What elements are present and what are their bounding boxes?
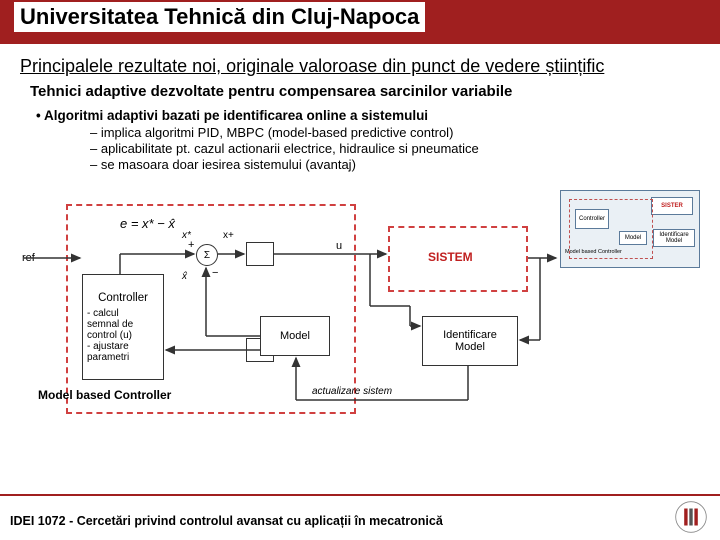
ident-l2: Model [455, 341, 485, 353]
thumbnail-diagram: SISTER Controller Model Identificare Mod… [560, 190, 700, 268]
model-box: Model [260, 316, 330, 356]
sistem-label: SISTEM [428, 250, 473, 264]
x-star-label: x* [182, 230, 191, 241]
model-label: Model [280, 330, 310, 342]
section-title: Tehnici adaptive dezvoltate pentru compe… [30, 83, 690, 100]
ref-label: ref [22, 252, 35, 264]
thumb-ident: Identificare Model [653, 229, 695, 247]
ident-model-box: Identificare Model [422, 316, 518, 366]
diagram-area: ref e = x* − x̂ Σ x* x+ x̂ Controller - … [20, 186, 700, 436]
controller-l2: semnal de [87, 319, 133, 330]
passthrough-top [246, 242, 274, 266]
footer-divider [0, 494, 720, 496]
u-label: u [336, 240, 342, 252]
bullet-sub-2: – aplicabilitate pt. cazul actionarii el… [90, 141, 630, 156]
controller-box: Controller - calcul semnal de control (u… [82, 274, 164, 380]
controller-title: Controller [98, 292, 148, 304]
sum-node: Σ [196, 244, 218, 266]
update-label: actualizare sistem [312, 386, 392, 397]
logo-icon [674, 500, 708, 534]
header-bar: Universitatea Tehnică din Cluj-Napoca [0, 0, 720, 44]
controller-l3: control (u) [87, 330, 132, 341]
mbc-label-text: Model based Controller [38, 388, 171, 402]
controller-l4: - ajustare [87, 341, 129, 352]
controller-l1: - calcul [87, 308, 119, 319]
error-expression: e = x* − x̂ [120, 216, 175, 231]
thumb-dashed [569, 199, 653, 259]
page-title: Universitatea Tehnică din Cluj-Napoca [14, 2, 425, 32]
subtitle: Principalele rezultate noi, originale va… [20, 56, 700, 77]
footer-text: IDEI 1072 - Cercetări privind controlul … [10, 514, 443, 528]
bullet-sub-3: – se masoara doar iesirea sistemului (av… [90, 157, 630, 172]
bullet-sub-1: – implica algoritmi PID, MBPC (model-bas… [90, 125, 630, 140]
x-plus-label: x+ [223, 230, 234, 241]
mbc-label: Model based Controller [38, 388, 171, 402]
x-hat-label: x̂ [182, 271, 187, 282]
bullet-main: • Algoritmi adaptivi bazati pe identific… [36, 108, 684, 123]
controller-l5: parametri [87, 352, 129, 363]
thumb-sistem: SISTER [651, 197, 693, 215]
ident-l1: Identificare [443, 329, 497, 341]
